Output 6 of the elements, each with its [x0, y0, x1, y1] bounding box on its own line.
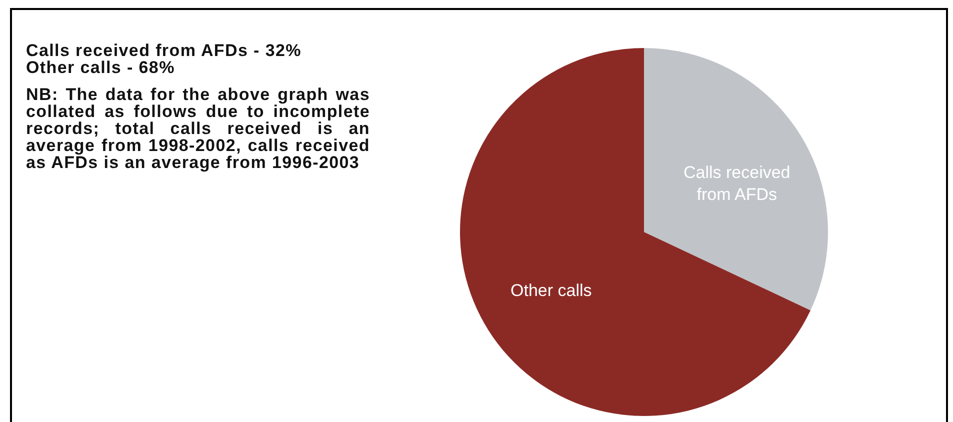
slice-label: Calls received from AFDs	[683, 163, 790, 204]
pie-slice	[460, 48, 810, 416]
text: Calls received from AFDs - 32% Other calls - 68%	[26, 41, 302, 77]
text: NB: The data for the above graph was collated as follows due to incomplete records; total calls received is an average from 1998-2002, calls received as AFDs is an average from 1996-2003	[26, 85, 370, 172]
slice-label: Other calls	[510, 280, 592, 300]
pie-slice	[644, 48, 828, 310]
